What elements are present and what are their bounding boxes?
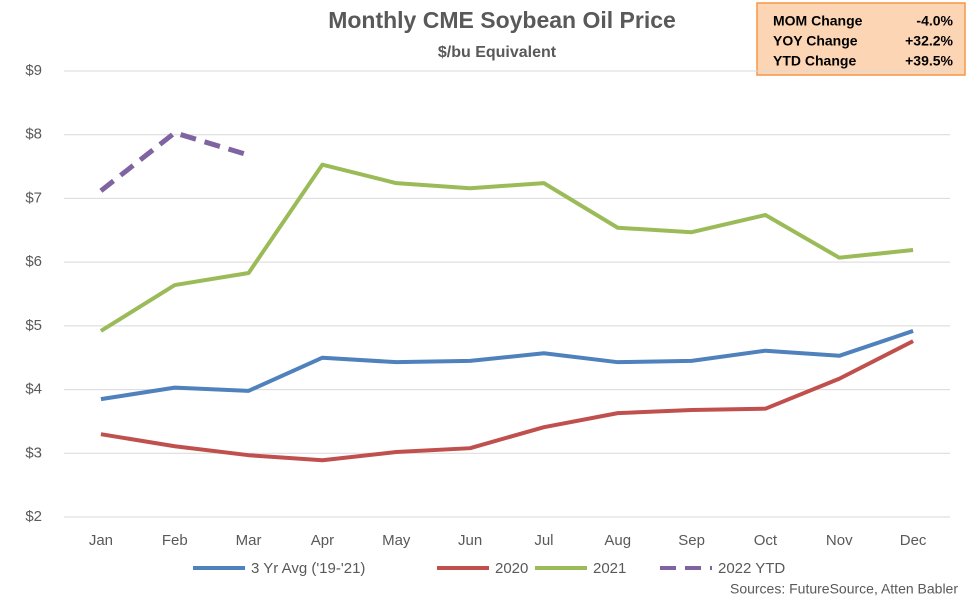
info-box: MOM Change -4.0% YOY Change +32.2% YTD Chang… bbox=[756, 2, 966, 76]
chart-subtitle: $/bu Equivalent bbox=[438, 44, 557, 61]
series-line bbox=[99, 130, 250, 193]
info-value: +39.5% bbox=[905, 53, 953, 69]
series-line bbox=[99, 162, 914, 333]
info-value: -4.0% bbox=[916, 13, 953, 29]
chart-title: Monthly CME Soybean Oil Price bbox=[328, 7, 676, 33]
x-tick-label: Nov bbox=[826, 532, 853, 549]
info-label: MOM Change bbox=[773, 13, 863, 29]
x-tick-label: Sep bbox=[678, 532, 705, 549]
x-tick-label: Apr bbox=[311, 532, 334, 549]
y-tick-label: $7 bbox=[25, 189, 42, 206]
x-tick-label: Mar bbox=[236, 532, 262, 549]
x-tick-label: Oct bbox=[754, 532, 778, 549]
info-value: +32.2% bbox=[905, 33, 953, 49]
y-tick-label: $2 bbox=[25, 508, 42, 525]
y-tick-label: $5 bbox=[25, 317, 42, 334]
x-tick-label: Feb bbox=[162, 532, 188, 549]
y-tick-label: $8 bbox=[25, 126, 42, 143]
x-tick-label: Aug bbox=[604, 532, 631, 549]
y-tick-label: $3 bbox=[25, 444, 42, 461]
legend-label: 3 Yr Avg ('19-'21) bbox=[251, 560, 365, 577]
y-tick-label: $9 bbox=[25, 62, 42, 79]
source: Sources: FutureSource, Atten Babler bbox=[730, 581, 958, 597]
info-box-bg bbox=[756, 2, 966, 76]
legend-label: 2021 bbox=[593, 560, 626, 577]
y-tick-label: $4 bbox=[25, 381, 42, 398]
x-tick-label: Dec bbox=[900, 532, 927, 549]
series-line bbox=[100, 339, 914, 463]
y-tick-label: $6 bbox=[25, 253, 42, 270]
x-tick-label: Jul bbox=[534, 532, 553, 549]
legend-label: 2020 bbox=[495, 560, 528, 577]
info-label: YOY Change bbox=[773, 33, 858, 49]
info-label: YTD Change bbox=[773, 53, 856, 69]
series-line bbox=[100, 329, 914, 402]
x-tick-label: May bbox=[382, 532, 411, 549]
x-tick-label: Jan bbox=[89, 532, 113, 549]
legend-label: 2022 YTD bbox=[718, 560, 785, 577]
x-tick-label: Jun bbox=[458, 532, 482, 549]
